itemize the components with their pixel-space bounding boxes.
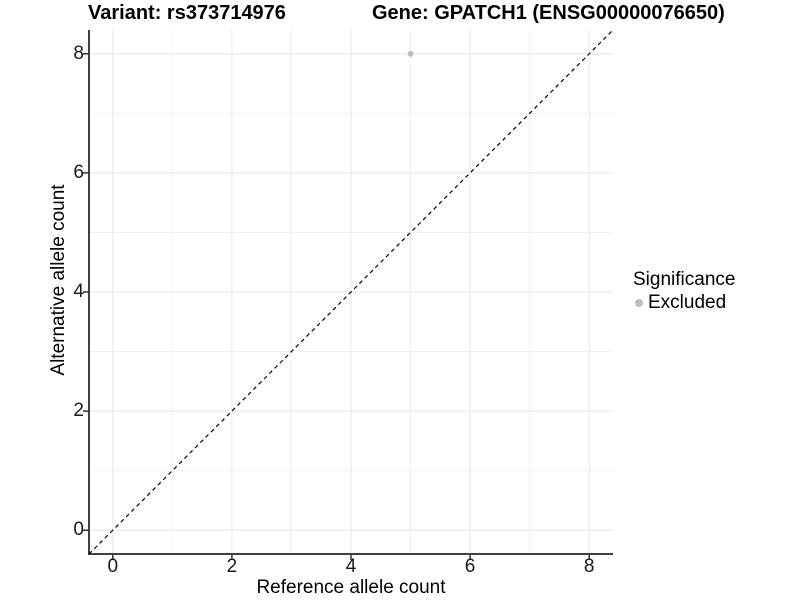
x-axis-title: Reference allele count <box>256 577 446 598</box>
excluded-point-icon <box>635 299 643 307</box>
y-tick-label: 4 <box>73 281 84 302</box>
identity-reference-line <box>88 29 614 555</box>
legend-entry-label: Excluded <box>648 292 727 313</box>
y-tick-label: 6 <box>73 161 84 183</box>
plot-title-variant: Variant: rs373714976 <box>88 2 286 24</box>
legend-entry-excluded: Excluded <box>633 293 735 313</box>
legend-title: Significance <box>633 269 736 290</box>
x-tick-label: 6 <box>464 556 476 577</box>
data-point <box>407 50 414 57</box>
y-axis-title: Alternative allele count <box>48 184 69 376</box>
y-tick-label: 8 <box>73 42 84 64</box>
x-tick-label: 2 <box>226 556 238 577</box>
x-tick-label: 8 <box>583 556 595 577</box>
x-tick-label: 4 <box>345 556 357 577</box>
y-tick-label: 0 <box>73 519 84 541</box>
y-tick-label: 2 <box>73 400 84 422</box>
x-tick-label: 0 <box>107 556 119 577</box>
plot-title-gene: Gene: GPATCH1 (ENSG00000076650) <box>372 2 725 24</box>
legend: Significance Excluded <box>633 270 735 313</box>
